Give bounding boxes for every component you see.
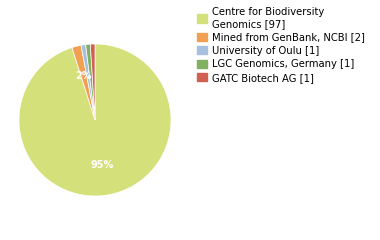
Text: 2%: 2% [76,71,92,81]
Wedge shape [86,44,95,120]
Legend: Centre for Biodiversity
Genomics [97], Mined from GenBank, NCBI [2], University : Centre for Biodiversity Genomics [97], M… [195,5,367,85]
Wedge shape [72,45,95,120]
Wedge shape [19,44,171,196]
Wedge shape [90,44,95,120]
Text: 95%: 95% [90,160,114,170]
Wedge shape [81,45,95,120]
